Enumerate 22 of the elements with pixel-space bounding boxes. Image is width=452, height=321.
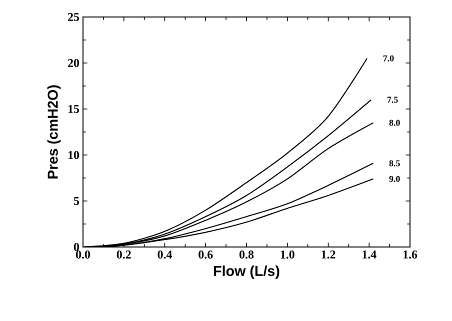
x-tick-label: 0.6 xyxy=(198,250,213,259)
y-tick-label: 5 xyxy=(74,197,80,205)
x-tick-label: 1.0 xyxy=(280,250,294,259)
x-tick-label: 0.0 xyxy=(76,250,90,259)
series-label: 7.5 xyxy=(387,96,398,103)
x-tick-label: 0.8 xyxy=(239,250,254,259)
y-tick-label: 10 xyxy=(68,150,80,160)
y-tick-label: 20 xyxy=(68,58,80,68)
y-axis-title: Pres (cmH2O) xyxy=(47,85,61,178)
series-label: 7.0 xyxy=(383,55,394,62)
x-tick-label: 0.2 xyxy=(116,250,131,259)
y-tick-label: 25 xyxy=(68,12,80,22)
x-tick-label: 0.4 xyxy=(158,250,172,259)
y-tick-label: 15 xyxy=(68,104,80,113)
legend-label: 9.0 xyxy=(389,176,400,182)
x-axis-title: Flow (L/s) xyxy=(214,265,280,279)
y-tick-label: 0 xyxy=(74,242,80,252)
x-tick-label: 1.2 xyxy=(322,250,336,259)
x-tick-label: 1.4 xyxy=(362,250,376,259)
x-tick-label: 1.6 xyxy=(403,250,418,259)
legend-label: 8.0 xyxy=(389,120,400,126)
legend-label: 8.5 xyxy=(389,160,400,166)
